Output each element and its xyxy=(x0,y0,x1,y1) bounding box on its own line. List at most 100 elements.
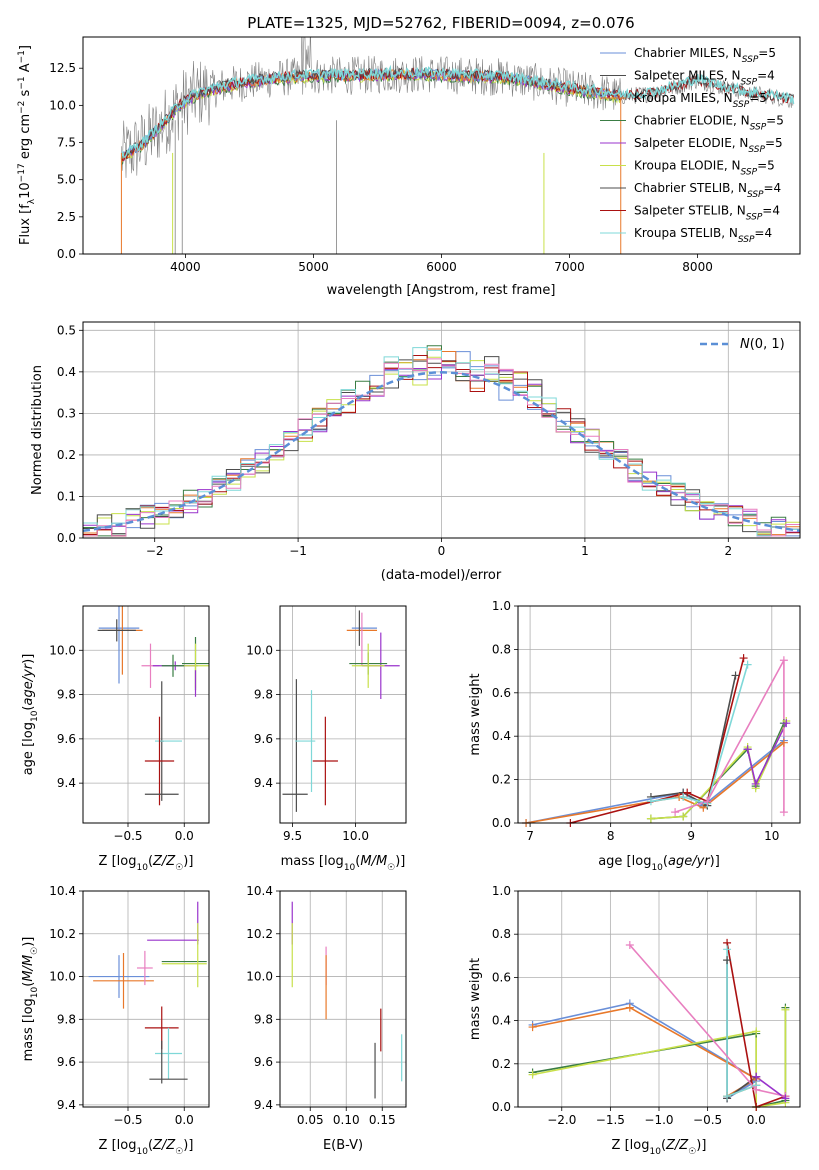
weight-marker xyxy=(703,797,712,806)
histogram-green-line xyxy=(83,345,800,537)
model-fit-cyan-line xyxy=(120,64,795,159)
y-tick-label: 10.4 xyxy=(246,884,273,898)
weight-marker xyxy=(752,1027,761,1036)
y-tick-label: 10.0 xyxy=(246,643,273,657)
y-tick-label: 9.8 xyxy=(254,1012,273,1026)
y-tick-label: 0.8 xyxy=(492,642,511,656)
x-tick-label: −2 xyxy=(146,544,164,558)
x-tick-label: 8 xyxy=(607,829,615,843)
weight-blue-line xyxy=(525,739,785,823)
plot-area xyxy=(83,345,800,537)
x-axis-label: Z [log10(Z/Z☉)] xyxy=(612,1138,707,1157)
legend: N(0, 1) xyxy=(700,337,785,352)
y-tick-label: 10.2 xyxy=(246,927,273,941)
y-tick-label: 0.0 xyxy=(492,1100,511,1114)
y-tick-label: 9.8 xyxy=(57,1012,76,1026)
y-tick-label: 1.0 xyxy=(492,884,511,898)
plot-area xyxy=(88,901,207,1084)
legend-entry-label: Salpeter STELIB, NSSP=4 xyxy=(634,204,780,223)
x-axis-label: (data-model)/error xyxy=(381,568,502,583)
x-tick-label: 5000 xyxy=(298,260,329,274)
x-axis-label: Z [log10(Z/Z☉)] xyxy=(99,854,194,873)
weight-marker xyxy=(723,1092,732,1101)
panel-age-vs-Z: −0.5 0.0 9.4 9.6 9.8 10.0 Z [log10(Z/Z☉)] age [… xyxy=(21,605,210,873)
y-tick-label: 9.4 xyxy=(57,1098,76,1112)
y-tick-label: 9.4 xyxy=(57,776,76,790)
weight-marker xyxy=(528,1070,537,1079)
legend-entry-label: Salpeter MILES, NSSP=4 xyxy=(634,69,775,88)
weight-marker xyxy=(743,660,752,669)
weight-darkgray-line xyxy=(650,675,737,807)
y-tick-label: 0.4 xyxy=(492,729,511,743)
x-axis-label: wavelength [Angstrom, rest frame] xyxy=(327,283,556,298)
axes-frame xyxy=(82,321,801,539)
panel-age-vs-mass: 9.5 10.0 9.4 9.6 9.8 10.0 mass [log10(M/M☉)] xyxy=(246,605,407,873)
weight-marker xyxy=(751,779,760,788)
y-axis-label: mass weight xyxy=(468,673,483,755)
x-axis-label: Z [log10(Z/Z☉)] xyxy=(99,1138,194,1157)
legend-entry-label: Chabrier ELODIE, NSSP=5 xyxy=(634,114,784,133)
y-axis-label: Flux [fλ10−17 erg cm−2 s−1 A−1] xyxy=(17,45,37,245)
weight-marker xyxy=(723,945,732,954)
axes-frame xyxy=(517,605,801,824)
axes-frame xyxy=(279,890,407,1108)
x-axis-label: age [log10(age/yr)] xyxy=(598,854,720,873)
x-tick-label: 0.0 xyxy=(175,829,194,843)
weight-marker xyxy=(781,1094,790,1103)
plot-area xyxy=(525,657,788,823)
axes-frame xyxy=(82,890,210,1108)
weight-marker xyxy=(782,719,791,728)
weight-marker xyxy=(779,738,788,747)
weight-orange-line xyxy=(525,742,785,823)
weight-red-line xyxy=(726,942,786,1107)
weight-marker xyxy=(752,1072,761,1081)
x-tick-label: −1 xyxy=(289,544,307,558)
x-axis-label: E(B-V) xyxy=(323,1138,363,1153)
x-tick-label: 0.15 xyxy=(369,1113,396,1127)
x-tick-label: 10.0 xyxy=(342,829,369,843)
weight-yellow-line xyxy=(532,1009,787,1107)
y-tick-label: 1.0 xyxy=(492,599,511,613)
y-tick-label: 10.4 xyxy=(49,884,76,898)
weight-cyan-line xyxy=(650,664,749,805)
chart-title: PLATE=1325, MJD=52762, FIBERID=0094, z=0… xyxy=(247,14,634,32)
y-tick-label: 10.0 xyxy=(49,970,76,984)
y-tick-label: 5.0 xyxy=(57,173,76,187)
x-tick-label: −0.5 xyxy=(113,829,142,843)
y-tick-label: 0.2 xyxy=(492,1057,511,1071)
x-tick-label: 0.0 xyxy=(747,1113,766,1127)
plot-area xyxy=(120,37,795,254)
panel-spectrum: 4000 5000 6000 7000 8000 0.0 2.5 5.0 7.5 10.0 12.5… xyxy=(17,14,801,298)
x-tick-label: −1.0 xyxy=(644,1113,673,1127)
x-tick-label: 7 xyxy=(526,829,534,843)
panel-residuals: −2 −1 0 1 2 0.0 0.1 0.2 0.3 0.4 0.5 N(0, 1) (data-mo… xyxy=(30,321,801,583)
y-tick-label: 10.2 xyxy=(49,927,76,941)
y-tick-label: 12.5 xyxy=(49,61,76,75)
panel-mass-vs-Z: −0.5 0.0 9.4 9.6 9.8 10.0 10.2 10.4 Z [log10(Z/Z… xyxy=(21,884,210,1157)
axes-frame xyxy=(82,605,210,824)
panel-mass-vs-EBV: 0.05 0.10 0.15 9.4 9.6 9.8 10.0 10.2 10.4 E(B-V) xyxy=(246,884,407,1153)
x-tick-label: 6000 xyxy=(426,260,457,274)
x-tick-label: 4000 xyxy=(170,260,201,274)
legend-entry-label: Salpeter ELODIE, NSSP=5 xyxy=(634,136,783,155)
y-tick-label: 9.4 xyxy=(254,776,273,790)
x-tick-label: 0 xyxy=(438,544,446,558)
weight-pink-line xyxy=(674,659,785,813)
axes-frame xyxy=(517,890,801,1108)
y-axis-label: age [log10(age/yr)] xyxy=(21,654,40,776)
weight-marker xyxy=(752,1085,761,1094)
weight-marker xyxy=(779,656,788,665)
x-tick-label: 10 xyxy=(764,829,779,843)
weight-marker xyxy=(679,792,688,801)
weight-red-line xyxy=(570,657,745,823)
x-axis-label: mass [log10(M/M☉)] xyxy=(281,854,406,873)
weight-marker xyxy=(528,1023,537,1032)
y-tick-label: 7.5 xyxy=(57,136,76,150)
panel-weight-vs-Z: −2.0 −1.5 −1.0 −0.5 0.0 0.0 0.2 0.4 0.6 0.8 1.0 Z [… xyxy=(468,884,801,1157)
plot-area xyxy=(97,606,209,806)
y-tick-label: 9.6 xyxy=(254,1055,273,1069)
x-tick-label: 0.0 xyxy=(175,1113,194,1127)
weight-marker xyxy=(625,1003,634,1012)
weight-marker xyxy=(679,812,688,821)
x-tick-label: 9.5 xyxy=(283,829,302,843)
